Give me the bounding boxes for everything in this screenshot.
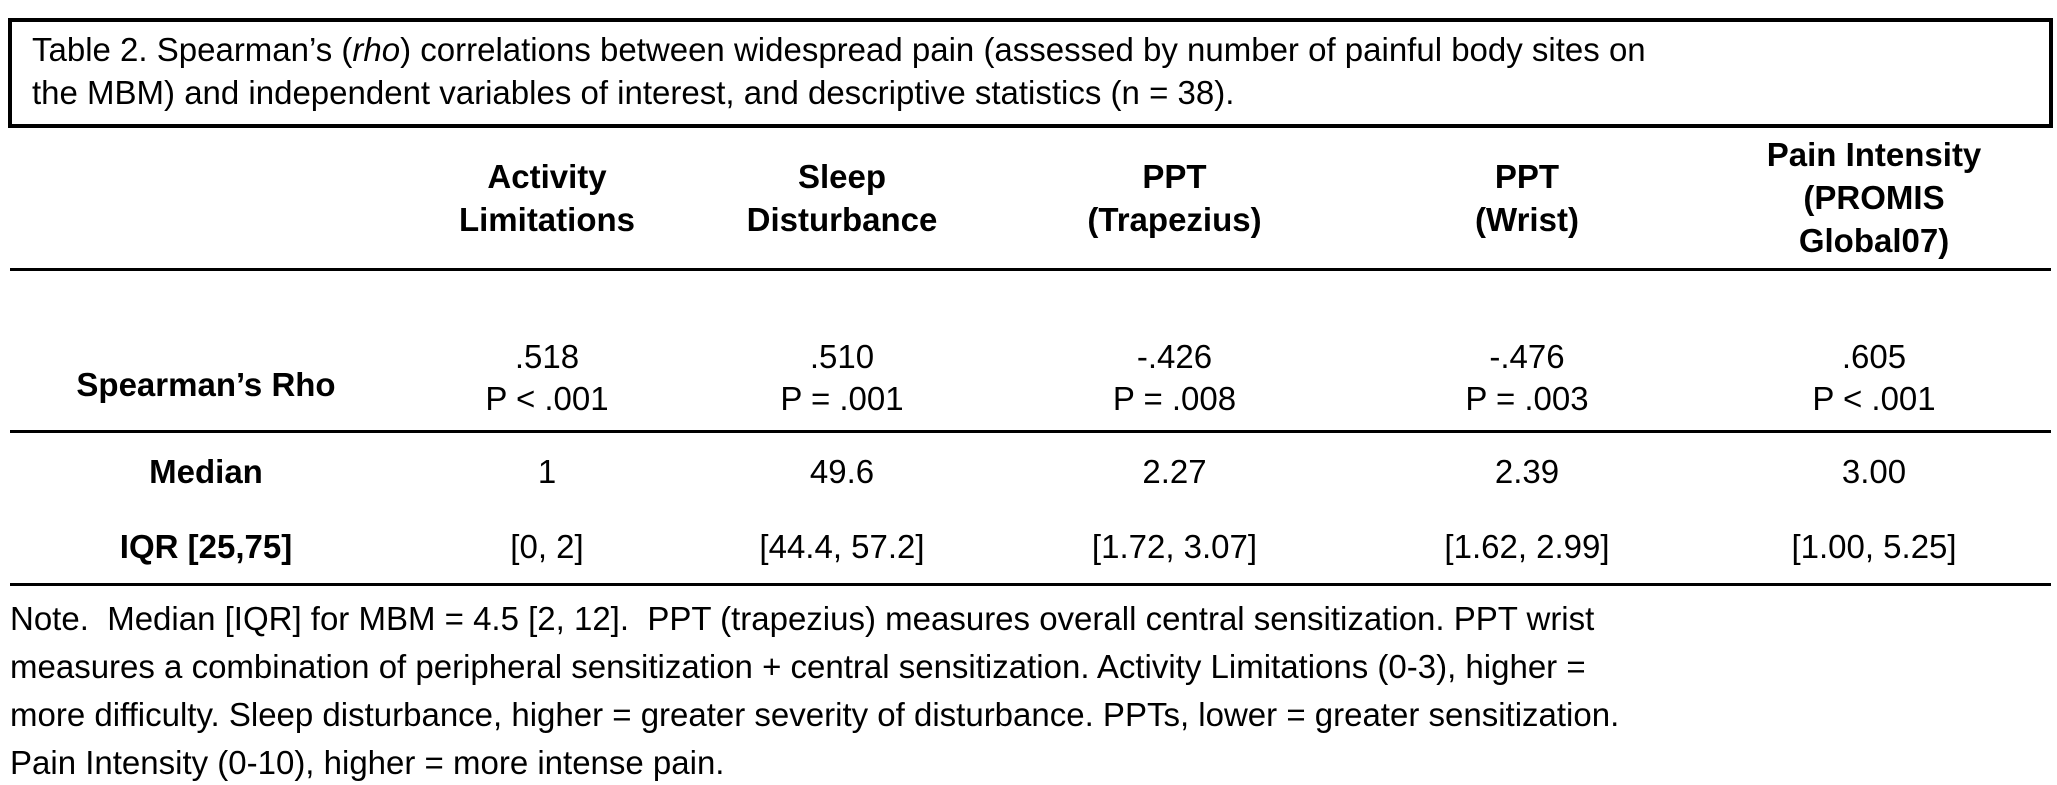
cell-iqr-ppt-wrist: [1.62, 2.99] [1357,511,1697,586]
row-label-spearman-rho: Spearman’s Rho [10,269,402,433]
header-line: Limitations [458,200,635,238]
table-title-line1: Table 2. Spearman’s (rho) correlations b… [32,28,2031,71]
rho-value: -.476 [1489,337,1565,375]
column-header-row: Activity Limitations Sleep Disturbance P… [10,126,2052,271]
cell-median-sleep-disturbance: 49.6 [809,452,875,490]
note-line-4: Pain Intensity (0-10), higher = more int… [10,743,725,781]
header-cell-sleep-disturbance: Sleep Disturbance [692,126,992,271]
rho-value: -.426 [1136,337,1213,375]
rho-value: .510 [809,337,875,375]
table-title-row: Table 2. Spearman’s (rho) correlations b… [7,18,2054,128]
cell-rho-pain-intensity: .605 P < .001 [1697,269,2052,433]
rho-value: .518 [514,337,580,375]
cell-iqr-activity-limitations: [0, 2] [402,511,692,586]
header-cell-ppt-trapezius: PPT (Trapezius) [992,126,1357,271]
p-value: P = .003 [1465,379,1589,417]
rho-value: .605 [1841,337,1907,375]
spearman-rho-row: Spearman’s Rho .518 P < .001 .510 P = .0… [10,269,2052,433]
note-line-3: more difficulty. Sleep disturbance, high… [10,695,1620,733]
median-row: Median 1 49.6 2.27 2.39 3.00 [10,431,2051,511]
correlation-table: Table 2. Spearman’s (rho) correlations b… [7,18,2054,586]
header-line: Global07) [1798,222,1950,260]
header-cell-activity-limitations: Activity Limitations [402,126,692,271]
header-cell-pain-intensity: Pain Intensity (PROMIS Global07) [1697,126,2052,271]
header-line: Pain Intensity [1766,136,1982,174]
header-line: (PROMIS [1803,179,1945,217]
header-cell-empty [10,126,402,271]
cell-median-pain-intensity: 3.00 [1841,452,1907,490]
header-line: PPT [1494,157,1560,195]
row-label-median: Median [149,452,263,490]
header-line: Sleep [797,157,887,195]
header-line: PPT [1142,157,1207,195]
p-value: P < .001 [485,379,609,417]
title-text-prefix: Table 2. Spearman’s ( [32,31,353,68]
p-value: P = .008 [1112,379,1237,417]
cell-median-ppt-trapezius: 2.27 [1142,452,1207,490]
cell-iqr-sleep-disturbance: [44.4, 57.2] [692,511,992,586]
cell-rho-ppt-wrist: -.476 P = .003 [1357,269,1697,433]
header-line: (Trapezius) [1087,200,1262,238]
cell-median-ppt-wrist: 2.39 [1494,452,1560,490]
table-title-cell: Table 2. Spearman’s (rho) correlations b… [7,18,2054,128]
title-italic-rho: rho [352,31,401,68]
title-text-suffix: ) correlations between widespread pain (… [400,31,1646,68]
cell-rho-sleep-disturbance: .510 P = .001 [692,269,992,433]
cell-median-activity-limitations: 1 [537,452,557,490]
p-value: P = .001 [780,379,904,417]
row-label-iqr: IQR [25,75] [10,511,402,586]
header-line: (Wrist) [1475,200,1579,238]
header-line: Disturbance [746,200,938,238]
header-cell-ppt-wrist: PPT (Wrist) [1357,126,1697,271]
note-line-1: Note. Median [IQR] for MBM = 4.5 [2, 12]… [10,599,1595,637]
header-line: Activity [487,157,607,195]
cell-iqr-pain-intensity: [1.00, 5.25] [1697,511,2052,586]
table-note: Note. Median [IQR] for MBM = 4.5 [2, 12]… [10,595,2040,785]
cell-rho-ppt-trapezius: -.426 P = .008 [992,269,1357,433]
p-value: P < .001 [1812,379,1936,417]
cell-iqr-ppt-trapezius: [1.72, 3.07] [992,511,1357,586]
note-line-2: measures a combination of peripheral sen… [10,647,1586,685]
iqr-row: IQR [25,75] [0, 2] [44.4, 57.2] [1.72, 3… [10,511,2052,586]
table-title-line2: the MBM) and independent variables of in… [32,74,1235,111]
cell-rho-activity-limitations: .518 P < .001 [402,269,692,433]
